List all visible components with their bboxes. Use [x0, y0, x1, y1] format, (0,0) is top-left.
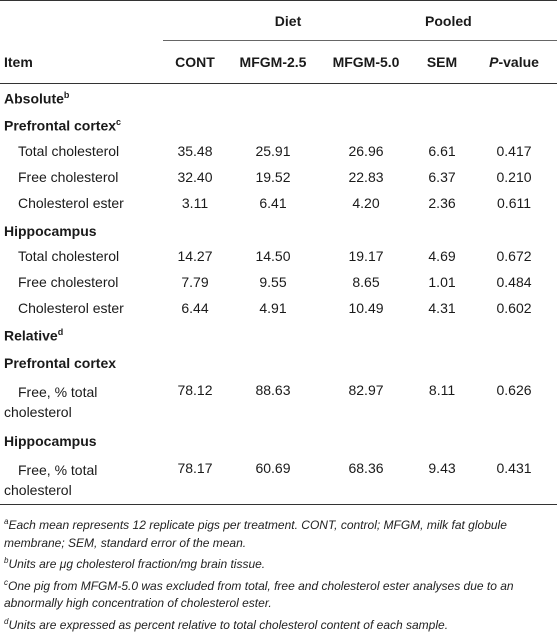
- section-relative: Relatived: [4, 327, 64, 344]
- sem-header: SEM: [413, 40, 472, 84]
- item-header: Item: [0, 40, 163, 84]
- mfgm50-header: MFGM-5.0: [319, 40, 414, 84]
- table-row: Free cholesterol 7.79 9.55 8.65 1.01 0.4…: [18, 274, 532, 290]
- diet-group-header: Diet: [163, 0, 414, 41]
- table-row: Cholesterol ester 6.44 4.91 10.49 4.31 0…: [18, 300, 532, 316]
- section-absolute: Absoluteb: [4, 90, 70, 107]
- pvalue-header: P-value: [471, 40, 557, 84]
- table-row: Total cholesterol 35.48 25.91 26.96 6.61…: [18, 143, 532, 159]
- footnote-a: aEach mean represents 12 replicate pigs …: [4, 517, 507, 550]
- subsection-pfc-relative: Prefrontal cortex: [4, 354, 117, 371]
- footnote-c: cOne pig from MFGM-5.0 was excluded from…: [4, 577, 514, 611]
- table-row: Free, % total cholesterol 78.12 88.63 82.…: [4, 382, 532, 420]
- header-column-row: Item CONT MFGM-2.5 MFGM-5.0 SEM P-value: [0, 40, 557, 84]
- table-row: Cholesterol ester 3.11 6.41 4.20 2.36 0.…: [18, 195, 532, 211]
- table-row: Free cholesterol 32.40 19.52 22.83 6.37 …: [18, 169, 532, 185]
- subsection-pfc-absolute: Prefrontal cortexc: [4, 117, 122, 134]
- table-row: Free, % total cholesterol 78.17 60.69 68.…: [0, 453, 557, 505]
- mfgm25-header: MFGM-2.5: [227, 40, 319, 84]
- pooled-group-header: Pooled: [413, 0, 557, 41]
- subsection-hippocampus-absolute: Hippocampus: [4, 222, 97, 239]
- cholesterol-table: Diet Pooled Item CONT MFGM-2.5 MFGM-5.0 …: [0, 0, 557, 505]
- footnote-b: bUnits are μg cholesterol fraction/mg br…: [4, 556, 266, 571]
- subsection-hippocampus-relative: Hippocampus: [4, 432, 97, 449]
- header-group-row: Diet Pooled: [0, 0, 557, 41]
- table-row: Total cholesterol 14.27 14.50 19.17 4.69…: [18, 248, 532, 264]
- table-footnotes: aEach mean represents 12 replicate pigs …: [4, 513, 554, 634]
- footnote-d: dUnits are expressed as percent relative…: [4, 616, 449, 632]
- cont-header: CONT: [163, 40, 227, 84]
